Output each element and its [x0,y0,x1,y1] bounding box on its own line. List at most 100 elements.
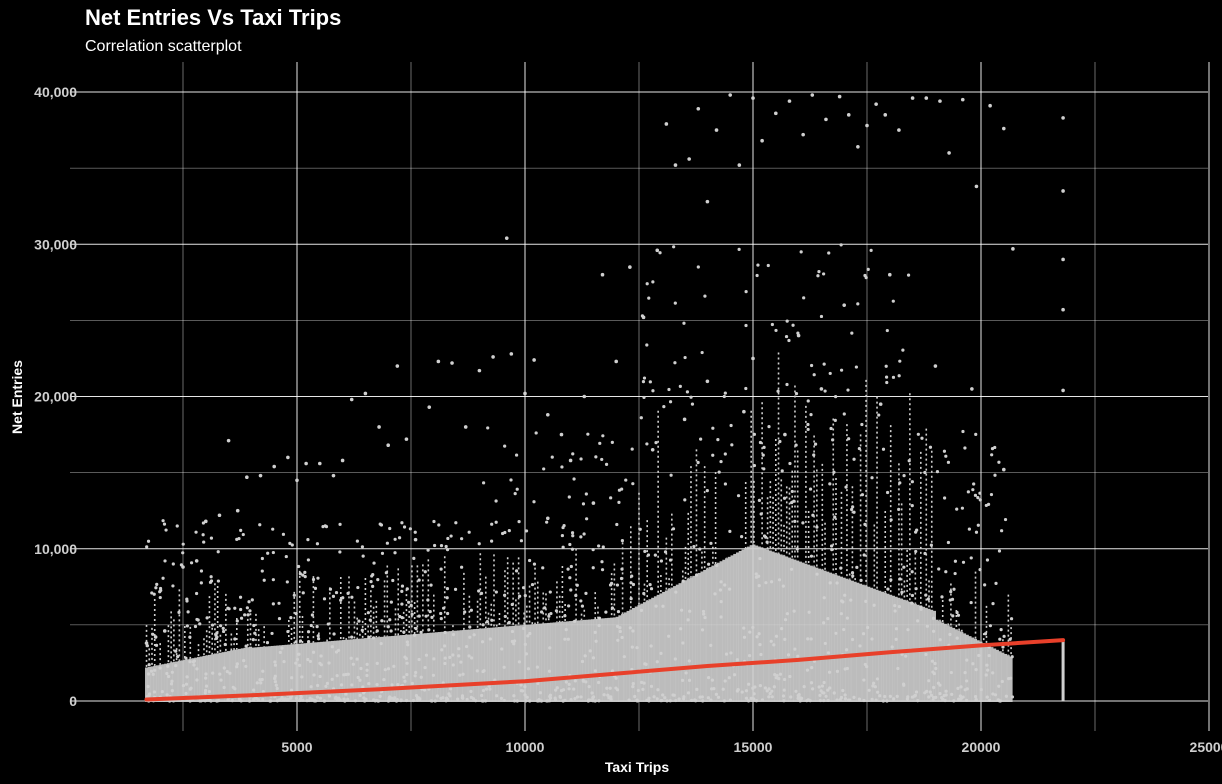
scatter-point [251,638,255,642]
scatter-point [292,593,296,597]
scatter-point [953,571,957,576]
scatter-point [648,380,652,384]
dense-column [478,628,482,702]
scatter-point [615,583,620,587]
dense-column [916,604,920,702]
dense-column [246,647,250,702]
scatter-point [472,633,476,637]
scatter-point [204,684,209,688]
scatter-point [426,598,430,602]
scatter-point [754,699,759,703]
data-point [477,368,482,373]
scatter-point [624,478,628,482]
dense-column [599,618,603,702]
scatter-point [307,639,311,644]
scatter-point [355,657,359,661]
scatter-point [339,683,344,687]
data-point [286,455,290,460]
dense-column [426,632,430,702]
scatter-point [791,323,795,327]
dense-column [976,640,980,702]
data-point [614,359,618,364]
scatter-point [845,666,849,671]
scatter-point [952,587,956,591]
scatter-point [610,669,615,673]
scatter-point [860,422,864,427]
scatter-point [258,523,262,527]
scatter-point [642,681,646,685]
dense-column [229,650,233,702]
dense-column [787,557,791,702]
scatter-point [149,669,154,673]
scatter-point [273,680,277,684]
scatter-point [701,699,705,703]
scatter-point [358,678,362,682]
scatter-point [413,674,417,678]
scatter-point [661,693,665,697]
dense-column [517,625,521,702]
scatter-point [678,384,682,388]
scatter-point [255,681,259,685]
scatter-point [502,665,506,669]
scatter-point [643,549,647,554]
scatter-point [490,539,494,543]
scatter-point [957,697,961,701]
scatter-point [767,695,771,699]
scatter-point [658,251,662,255]
scatter-point [365,673,369,678]
scatter-point [145,545,149,549]
data-point [532,358,536,362]
dense-column [878,590,882,702]
scatter-point [233,606,237,610]
scatter-point [316,576,320,580]
scatter-point [692,544,696,549]
scatter-point [385,541,389,545]
scatter-point [464,644,469,649]
scatter-point [519,539,524,543]
scatter-point [735,658,739,662]
scatter-point [314,699,318,703]
dense-column [328,641,332,702]
dense-column [757,546,761,702]
scatter-point [812,453,816,457]
scatter-point [895,694,899,698]
scatter-point [985,558,990,562]
scatter-point [410,612,414,616]
scatter-point [392,664,396,668]
dense-column [571,620,575,702]
scatter-point [430,699,434,703]
scatter-point [885,490,890,495]
data-point [1061,307,1065,312]
scatter-point [656,688,660,692]
scatter-point [315,542,320,546]
scatter-point [659,699,663,703]
scatter-point [721,687,725,691]
dense-column [678,583,682,702]
scatter-point [233,637,237,641]
scatter-point [519,689,523,693]
scatter-point [633,694,637,699]
scatter-point [355,539,359,543]
scatter-point [299,695,303,699]
dense-column [673,586,677,702]
scatter-point [184,656,188,660]
scatter-point [866,267,870,271]
scatter-point [327,694,332,698]
scatter-point [815,525,819,529]
scatter-point [944,570,948,574]
scatter-point [709,643,713,648]
data-point [523,391,527,396]
scatter-point [479,591,484,595]
scatter-point [788,674,792,679]
dense-column [870,587,874,702]
scatter-point [289,688,294,692]
scatter-point [782,496,787,500]
scatter-point [956,613,961,617]
dense-column [347,639,351,702]
scatter-point [301,573,305,577]
scatter-point [989,492,994,497]
scatter-point [963,671,967,675]
scatter-point [948,632,952,637]
scatter-point [1007,677,1011,681]
